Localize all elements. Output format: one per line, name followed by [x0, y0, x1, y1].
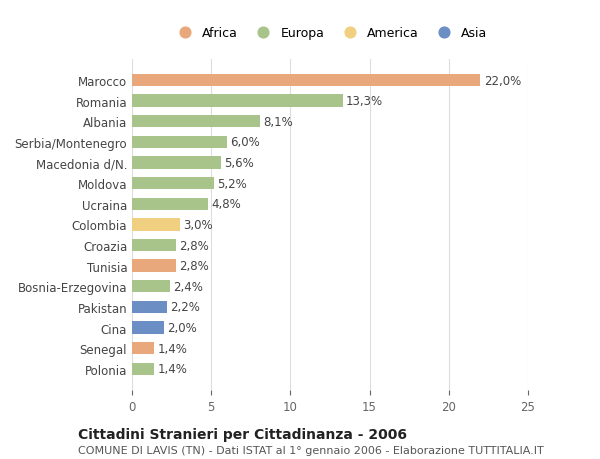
Text: 2,4%: 2,4%: [173, 280, 203, 293]
Text: COMUNE DI LAVIS (TN) - Dati ISTAT al 1° gennaio 2006 - Elaborazione TUTTITALIA.I: COMUNE DI LAVIS (TN) - Dati ISTAT al 1° …: [78, 445, 544, 455]
Bar: [132, 219, 179, 231]
Text: 6,0%: 6,0%: [230, 136, 260, 149]
Bar: [132, 178, 214, 190]
Bar: [132, 75, 481, 87]
Bar: [132, 363, 154, 375]
Legend: Africa, Europa, America, Asia: Africa, Europa, America, Asia: [169, 23, 491, 44]
Text: 2,8%: 2,8%: [179, 239, 209, 252]
Bar: [132, 301, 167, 313]
Text: 2,2%: 2,2%: [170, 301, 200, 313]
Text: 2,0%: 2,0%: [167, 321, 197, 334]
Text: 8,1%: 8,1%: [263, 116, 293, 129]
Bar: [132, 95, 343, 107]
Text: 5,6%: 5,6%: [224, 157, 254, 170]
Bar: [132, 322, 164, 334]
Bar: [132, 342, 154, 354]
Text: 1,4%: 1,4%: [157, 342, 187, 355]
Text: 5,2%: 5,2%: [218, 177, 247, 190]
Bar: [132, 198, 208, 211]
Bar: [132, 280, 170, 293]
Text: 22,0%: 22,0%: [484, 74, 521, 87]
Bar: [132, 239, 176, 252]
Bar: [132, 260, 176, 272]
Bar: [132, 136, 227, 149]
Text: Cittadini Stranieri per Cittadinanza - 2006: Cittadini Stranieri per Cittadinanza - 2…: [78, 427, 407, 441]
Bar: [132, 157, 221, 169]
Text: 1,4%: 1,4%: [157, 363, 187, 375]
Bar: [132, 116, 260, 128]
Text: 3,0%: 3,0%: [182, 218, 212, 231]
Text: 13,3%: 13,3%: [346, 95, 383, 108]
Text: 2,8%: 2,8%: [179, 260, 209, 273]
Text: 4,8%: 4,8%: [211, 198, 241, 211]
